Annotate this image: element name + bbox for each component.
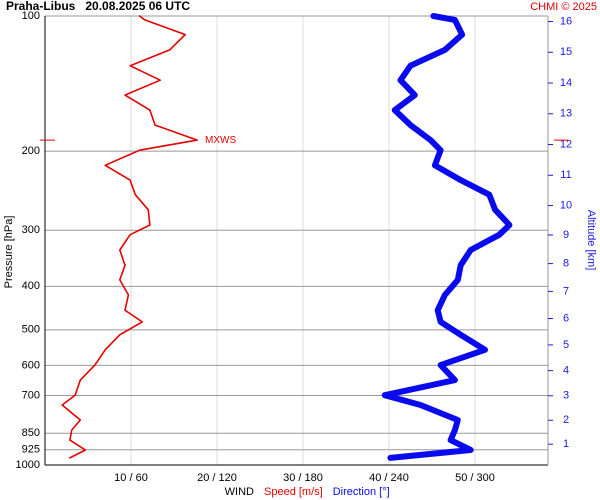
y2-tick-label: 10 (560, 199, 572, 211)
legend-entry: Speed [m/s] (264, 486, 323, 498)
y-tick-label: 200 (22, 145, 40, 157)
legend-entry: Direction [°] (333, 486, 390, 498)
y2-tick-label: 14 (560, 77, 572, 89)
y-tick-label: 300 (22, 224, 40, 236)
y2-tick-label: 4 (563, 365, 569, 377)
mxws-label: MXWS (205, 135, 236, 146)
chart-title: Praha-Libus 20.08.2025 06 UTC (6, 0, 190, 13)
y2-tick-label: 7 (563, 285, 569, 297)
x-tick-label: 50 / 300 (455, 472, 495, 484)
y2-tick-label: 2 (563, 414, 569, 426)
profile-line (61, 15, 198, 459)
y2-tick-label: 5 (563, 339, 569, 351)
y2-tick-label: 3 (563, 390, 569, 402)
y-tick-label: 500 (22, 324, 40, 336)
y2-tick-label: 1 (563, 438, 569, 450)
y-tick-label: 925 (22, 444, 40, 456)
y-tick-label: 700 (22, 389, 40, 401)
y-tick-label: 400 (22, 280, 40, 292)
y2-axis-title: Altitude [km] (585, 210, 597, 271)
x-tick-label: 10 / 60 (114, 472, 148, 484)
y2-tick-label: 12 (560, 138, 572, 150)
y-tick-label: 600 (22, 359, 40, 371)
y2-tick-label: 8 (563, 258, 569, 270)
credit: CHMI © 2025 (530, 1, 597, 13)
y-axis-title: Pressure [hPa] (3, 216, 15, 289)
y2-tick-label: 6 (563, 312, 569, 324)
y2-tick-label: 13 (560, 108, 572, 120)
y2-tick-label: 11 (560, 169, 571, 181)
y-tick-label: 850 (22, 427, 40, 439)
y-tick-label: 1000 (16, 459, 40, 471)
y-tick-label: 100 (22, 10, 40, 22)
x-tick-label: 30 / 180 (283, 472, 323, 484)
x-tick-label: 40 / 240 (369, 472, 409, 484)
y2-tick-label: 16 (560, 15, 572, 27)
y2-tick-label: 15 (560, 46, 572, 58)
x-tick-label: 20 / 120 (197, 472, 237, 484)
x-axis-title: WIND (225, 486, 254, 498)
y2-tick-label: 9 (563, 229, 569, 241)
profile-line (381, 13, 513, 461)
